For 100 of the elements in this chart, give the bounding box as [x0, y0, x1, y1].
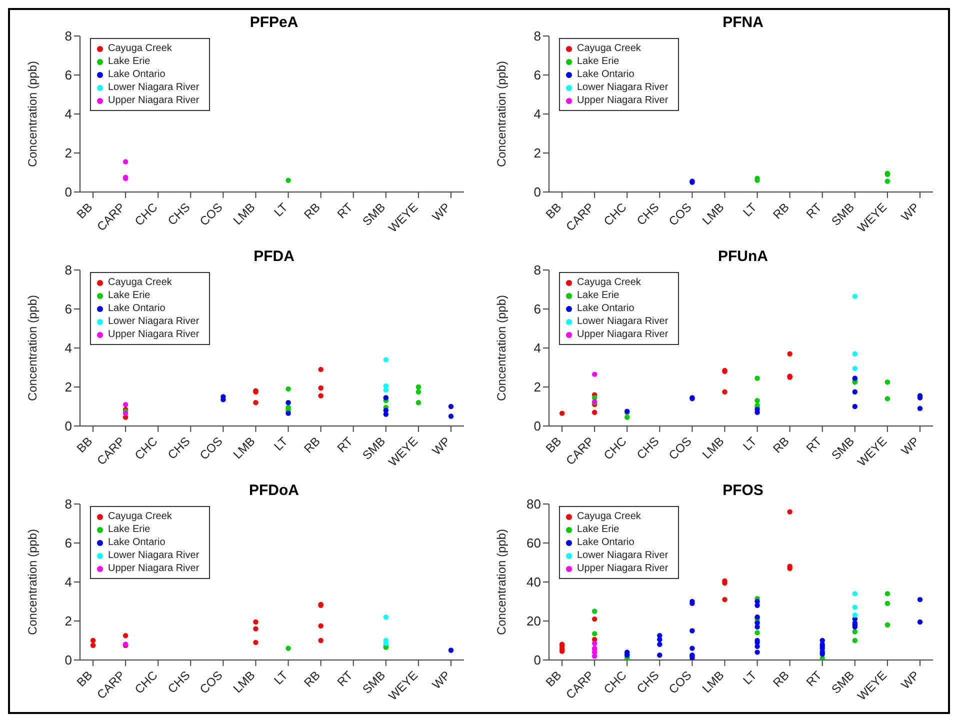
y-tick-label: 2: [64, 380, 72, 395]
legend-label: Lake Erie: [108, 523, 150, 536]
y-tick-label: 2: [534, 146, 541, 161]
legend-label: Lake Ontario: [577, 302, 634, 315]
y-tick-label: 6: [534, 302, 541, 317]
legend-label: Lake Erie: [577, 523, 620, 536]
x-tick-label: RT: [803, 434, 825, 456]
legend-label: Lake Ontario: [108, 302, 166, 315]
legend-label: Upper Niagara River: [577, 328, 668, 341]
y-tick-label: 8: [64, 28, 72, 44]
y-tick-label: 80: [526, 496, 541, 512]
chart-title: PFDoA: [249, 482, 299, 499]
y-axis-title: Concentration (ppb): [494, 294, 508, 402]
legend-label: Upper Niagara River: [108, 94, 200, 107]
y-axis-title: Concentration (ppb): [25, 528, 40, 636]
y-axis-title: Concentration (ppb): [494, 60, 508, 168]
y-tick-label: 6: [64, 302, 72, 317]
x-tick-label: RB: [770, 200, 792, 222]
legend-label: Cayuga Creek: [108, 510, 172, 523]
y-tick-label: 0: [64, 652, 72, 668]
y-tick-label: 4: [64, 574, 72, 590]
y-tick-label: 6: [64, 536, 72, 551]
legend-label: Lake Ontario: [108, 536, 166, 549]
legend-label: Cayuga Creek: [108, 276, 172, 289]
legend-label: Lower Niagara River: [108, 315, 200, 328]
x-tick-label: LT: [271, 434, 291, 454]
legend-label: Upper Niagara River: [577, 94, 668, 107]
x-tick-label: WP: [430, 668, 454, 692]
x-tick-label: RT: [803, 668, 825, 690]
x-tick-label: BB: [542, 668, 564, 690]
x-tick-label: LT: [740, 434, 760, 454]
chart-title: PFPeA: [250, 14, 298, 31]
x-tick-label: RT: [803, 200, 825, 222]
y-tick-label: 2: [64, 614, 72, 629]
y-tick-label: 4: [534, 106, 541, 122]
y-axis-title: Concentration (ppb): [494, 528, 508, 636]
y-tick-label: 0: [534, 652, 541, 668]
x-tick-label: RT: [334, 434, 356, 456]
legend-label: Cayuga Creek: [577, 276, 641, 289]
legend-label: Lake Erie: [577, 289, 620, 302]
x-tick-label: BB: [74, 434, 96, 456]
x-tick-label: WP: [430, 434, 454, 458]
legend-label: Lower Niagara River: [577, 549, 668, 562]
y-tick-label: 0: [534, 184, 541, 200]
x-tick-label: WP: [898, 668, 922, 692]
x-tick-label: RT: [334, 668, 356, 690]
x-tick-label: WP: [430, 200, 454, 224]
x-tick-label: BB: [542, 434, 564, 456]
legend-label: Cayuga Creek: [108, 42, 172, 55]
chart-title: PFNA: [722, 14, 764, 31]
x-tick-label: LT: [740, 668, 760, 688]
x-tick-label: RB: [770, 434, 792, 456]
chart-title: PFUnA: [718, 248, 768, 265]
x-tick-label: BB: [74, 668, 96, 690]
legend-label: Upper Niagara River: [577, 562, 668, 575]
y-tick-label: 4: [534, 340, 541, 356]
x-tick-label: RB: [301, 434, 323, 456]
y-tick-label: 60: [526, 536, 541, 551]
chart-title: PFOS: [722, 482, 764, 499]
y-tick-label: 0: [64, 184, 72, 200]
legend-label: Cayuga Creek: [577, 42, 641, 55]
y-tick-label: 8: [534, 28, 541, 44]
y-tick-label: 4: [64, 106, 72, 122]
y-tick-label: 0: [534, 418, 541, 434]
legend-label: Cayuga Creek: [577, 510, 641, 523]
y-tick-label: 6: [534, 68, 541, 83]
x-tick-label: RT: [334, 200, 356, 222]
y-tick-label: 8: [64, 262, 72, 278]
legend-label: Lake Ontario: [577, 68, 634, 81]
y-tick-label: 40: [526, 574, 541, 590]
legend-label: Lake Ontario: [108, 68, 166, 81]
x-tick-label: RB: [301, 200, 323, 222]
y-tick-label: 8: [534, 262, 541, 278]
x-tick-label: BB: [542, 200, 564, 222]
x-tick-label: RB: [301, 668, 323, 690]
legend-label: Lower Niagara River: [577, 315, 668, 328]
chart-title: PFDA: [254, 248, 294, 265]
y-tick-label: 4: [64, 340, 72, 356]
legend-label: Lower Niagara River: [108, 81, 200, 94]
x-tick-label: LT: [271, 200, 291, 220]
x-tick-label: WP: [898, 200, 922, 224]
y-tick-label: 2: [534, 380, 541, 395]
y-tick-label: 8: [64, 496, 72, 512]
y-tick-label: 20: [526, 614, 541, 629]
x-tick-label: LT: [271, 668, 291, 688]
y-axis-title: Concentration (ppb): [25, 60, 40, 168]
legend-label: Lower Niagara River: [108, 549, 200, 562]
legend-label: Lake Erie: [108, 55, 150, 68]
legend-label: Lower Niagara River: [577, 81, 668, 94]
x-tick-label: BB: [74, 200, 96, 222]
legend-label: Lake Erie: [108, 289, 150, 302]
x-tick-label: WP: [898, 434, 922, 458]
x-tick-label: RB: [770, 668, 792, 690]
x-tick-label: LT: [740, 200, 760, 220]
legend-label: Upper Niagara River: [108, 328, 200, 341]
y-tick-label: 0: [64, 418, 72, 434]
y-tick-label: 6: [64, 68, 72, 83]
y-tick-label: 2: [64, 146, 72, 161]
legend-label: Lake Erie: [577, 55, 620, 68]
legend-label: Upper Niagara River: [108, 562, 200, 575]
